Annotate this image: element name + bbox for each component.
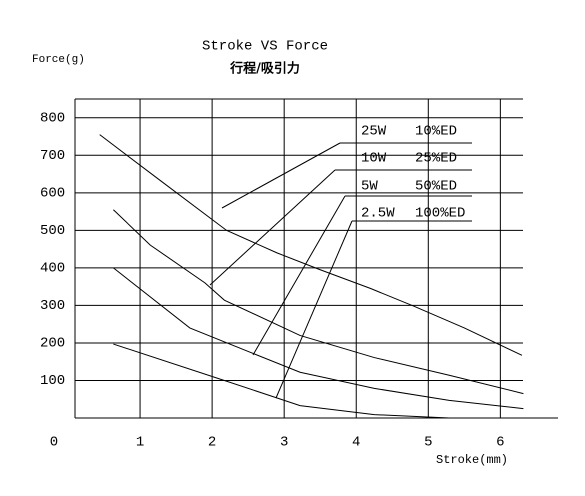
curve (113, 267, 524, 410)
x-axis-label: Stroke(mm) (436, 453, 508, 467)
x-tick-label: 3 (280, 435, 288, 451)
curve (99, 134, 523, 356)
curve (113, 209, 524, 395)
y-tick-label: 500 (40, 223, 65, 239)
x-tick-label: 1 (136, 435, 144, 451)
x-tick-label: 6 (496, 435, 504, 451)
legend-name: 5W (361, 179, 378, 195)
legend-duty: 50%ED (415, 179, 457, 195)
legend-leader (275, 220, 353, 399)
legend-name: 25W (361, 124, 387, 140)
legend-leader (252, 195, 346, 356)
x-tick-label: 0 (50, 435, 58, 451)
y-tick-label: 600 (40, 186, 65, 202)
legend-leader (209, 169, 336, 286)
y-tick-label: 100 (40, 373, 65, 389)
legend-leader (221, 142, 341, 209)
legend-duty: 10%ED (415, 124, 457, 140)
chart-title: Stroke VS Force (202, 39, 328, 55)
x-tick-label: 5 (424, 435, 432, 451)
y-tick-label: 300 (40, 298, 65, 314)
curve (113, 343, 450, 419)
y-tick-label: 700 (40, 148, 65, 164)
legend-name: 10W (361, 151, 387, 167)
y-axis-label: Force(g) (32, 54, 85, 66)
y-tick-label: 200 (40, 336, 65, 352)
y-tick-label: 400 (40, 261, 65, 277)
legend-name: 2.5W (361, 206, 395, 222)
chart-subtitle: 行程/吸引力 (229, 61, 300, 77)
y-tick-label: 800 (40, 110, 65, 126)
legend-duty: 25%ED (415, 151, 457, 167)
x-tick-label: 4 (352, 435, 360, 451)
x-tick-label: 2 (208, 435, 216, 451)
legend-duty: 100%ED (415, 206, 465, 222)
